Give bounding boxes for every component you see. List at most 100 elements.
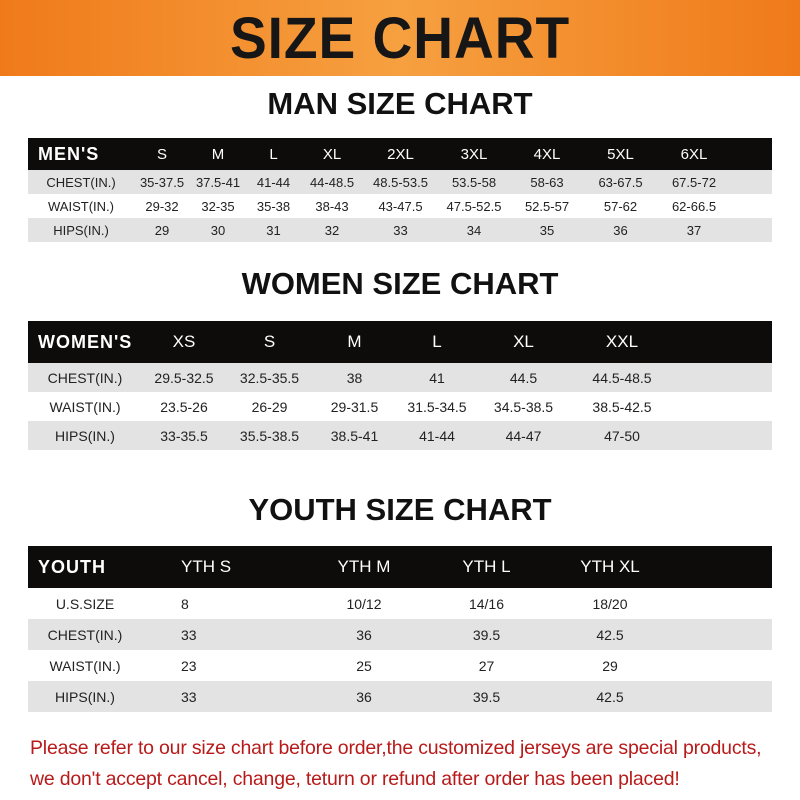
- table-cell: 42.5: [596, 688, 624, 705]
- table-cell: 35-38: [256, 198, 291, 214]
- table-cell: 35.5-38.5: [239, 427, 300, 444]
- table-cell: 31: [266, 222, 281, 238]
- men-title: MAN SIZE CHART: [267, 86, 533, 121]
- table-cell: 30: [210, 222, 226, 238]
- table-cell: S: [263, 332, 276, 351]
- table-row: CHEST(IN.) 35-37.5 37.5-41 41-44 44-48.5 48.5…: [28, 170, 772, 194]
- table-cell: 29-32: [145, 198, 179, 214]
- table-cell: 43-47.5: [378, 198, 423, 214]
- table-cell: 62-66.5: [671, 198, 717, 214]
- row-label: CHEST(IN.): [46, 174, 116, 190]
- table-cell: 41-44: [256, 174, 291, 190]
- table-cell: 29.5-32.5: [154, 369, 214, 386]
- table-cell: 6XL: [680, 145, 708, 163]
- table-cell: 14/16: [468, 595, 505, 612]
- table-row: CHEST(IN.) 29.5-32.5 32.5-35.5 38 41 44.5 44.5…: [28, 363, 772, 392]
- notice-line: Please refer to our size chart before or…: [30, 737, 762, 759]
- table-cell: 36: [356, 626, 372, 643]
- table-cell: XXL: [605, 332, 639, 351]
- table-cell: YTH M: [337, 557, 391, 576]
- row-label: WAIST(IN.): [49, 657, 121, 674]
- table-cell: 34: [466, 222, 482, 238]
- table-header-row: MEN'S S M L XL 2XL 3XL 4XL 5XL 6XL: [28, 138, 772, 170]
- table-cell: 29: [154, 222, 170, 238]
- order-notice: Please refer to our size chart before or…: [30, 733, 790, 795]
- table-cell: 52.5-57: [524, 198, 570, 214]
- table-cell: M: [211, 145, 225, 163]
- table-cell: 35-37.5: [139, 174, 185, 190]
- table-cell: 23.5-26: [160, 398, 208, 415]
- table-cell: 2XL: [387, 145, 414, 163]
- banner-title: SIZE CHART: [229, 5, 571, 71]
- table-row: HIPS(IN.) 33-35.5 35.5-38.5 38.5-41 41-44 44-…: [28, 421, 772, 450]
- table-cell: 38.5-42.5: [592, 398, 652, 415]
- row-label: HIPS(IN.): [53, 222, 109, 238]
- table-cell: XS: [172, 332, 196, 351]
- row-label: WAIST(IN.): [49, 398, 121, 415]
- table-cell: 18/20: [592, 595, 628, 612]
- table-cell: 31.5-34.5: [407, 398, 467, 415]
- row-label: HIPS(IN.): [55, 427, 115, 444]
- table-cell: 8: [181, 595, 189, 612]
- table-cell: 33: [181, 626, 197, 643]
- table-cell: 47-50: [604, 427, 640, 444]
- table-cell: 27: [478, 657, 495, 674]
- table-header-row: WOMEN'S XS S M L XL XXL: [28, 321, 772, 363]
- table-cell: 38.5-41: [330, 427, 379, 444]
- table-row: HIPS(IN.) 29 30 31 32 33 34 35 36 37: [28, 218, 772, 242]
- table-row: HIPS(IN.) 33 36 39.5 42.5: [28, 681, 772, 712]
- table-cell: 23: [181, 657, 197, 674]
- youth-size-table: YOUTH YTH S YTH M YTH L YTH XL U.S.SIZE 8 10/12…: [28, 546, 772, 712]
- notice-line: we don't accept cancel, change, teturn o…: [30, 768, 680, 790]
- table-row: CHEST(IN.) 33 36 39.5 42.5: [28, 619, 772, 650]
- table-cell: 33: [393, 222, 408, 238]
- table-cell: 41-44: [419, 427, 455, 444]
- table-cell: XL: [322, 145, 342, 163]
- table-cell: 53.5-58: [451, 174, 497, 190]
- row-label: CHEST(IN.): [47, 369, 123, 386]
- row-label: WAIST(IN.): [48, 198, 114, 214]
- table-cell: 32: [324, 222, 340, 238]
- table-cell: XL: [513, 332, 534, 351]
- table-cell: 44-48.5: [309, 174, 355, 190]
- table-cell: 29: [602, 657, 618, 674]
- men-size-table: MEN'S S M L XL 2XL 3XL 4XL 5XL 6XL CHEST(IN.) 35-37…: [28, 138, 772, 242]
- table-cell: 39.5: [472, 626, 501, 643]
- table-cell: 42.5: [596, 626, 624, 643]
- row-label: U.S.SIZE: [55, 595, 115, 612]
- table-cell: 41: [429, 369, 445, 386]
- table-cell: 38: [346, 369, 363, 386]
- youth-title: YOUTH SIZE CHART: [248, 492, 552, 527]
- table-row: WAIST(IN.) 23 25 27 29: [28, 650, 772, 681]
- table-cell: 5XL: [607, 145, 634, 163]
- table-cell: YTH L: [462, 557, 511, 576]
- table-cell: L: [269, 145, 278, 163]
- table-row: WAIST(IN.) 29-32 32-35 35-38 38-43 43-47.5 47.…: [28, 194, 772, 218]
- table-cell: 33-35.5: [160, 427, 208, 444]
- row-label: MEN'S: [38, 143, 100, 164]
- size-chart-banner: SIZE CHART: [0, 0, 800, 76]
- women-title: WOMEN SIZE CHART: [241, 266, 559, 301]
- table-cell: 34.5-38.5: [493, 398, 554, 415]
- table-row: U.S.SIZE 8 10/12 14/16 18/20: [28, 588, 772, 619]
- table-cell: YTH S: [181, 557, 232, 576]
- table-cell: 10/12: [346, 595, 382, 612]
- table-cell: 36: [356, 688, 372, 705]
- women-size-table: WOMEN'S XS S M L XL XXL CHEST(IN.) 29.5-32.5 32.5…: [28, 321, 772, 450]
- table-row: WAIST(IN.) 23.5-26 26-29 29-31.5 31.5-34.5 34…: [28, 392, 772, 421]
- table-cell: M: [347, 332, 362, 351]
- table-cell: 32-35: [201, 198, 235, 214]
- table-cell: 39.5: [472, 688, 501, 705]
- row-label: CHEST(IN.): [47, 626, 123, 643]
- table-cell: 33: [181, 688, 197, 705]
- table-cell: 57-62: [603, 198, 638, 214]
- table-cell: 37: [686, 222, 702, 238]
- table-cell: 48.5-53.5: [373, 174, 428, 190]
- table-cell: 25: [356, 657, 372, 674]
- row-label: HIPS(IN.): [55, 688, 115, 705]
- table-cell: 63-67.5: [598, 174, 643, 190]
- table-cell: 4XL: [533, 145, 561, 163]
- table-cell: 44.5: [509, 369, 538, 386]
- table-cell: 36: [613, 222, 628, 238]
- table-cell: L: [432, 332, 442, 351]
